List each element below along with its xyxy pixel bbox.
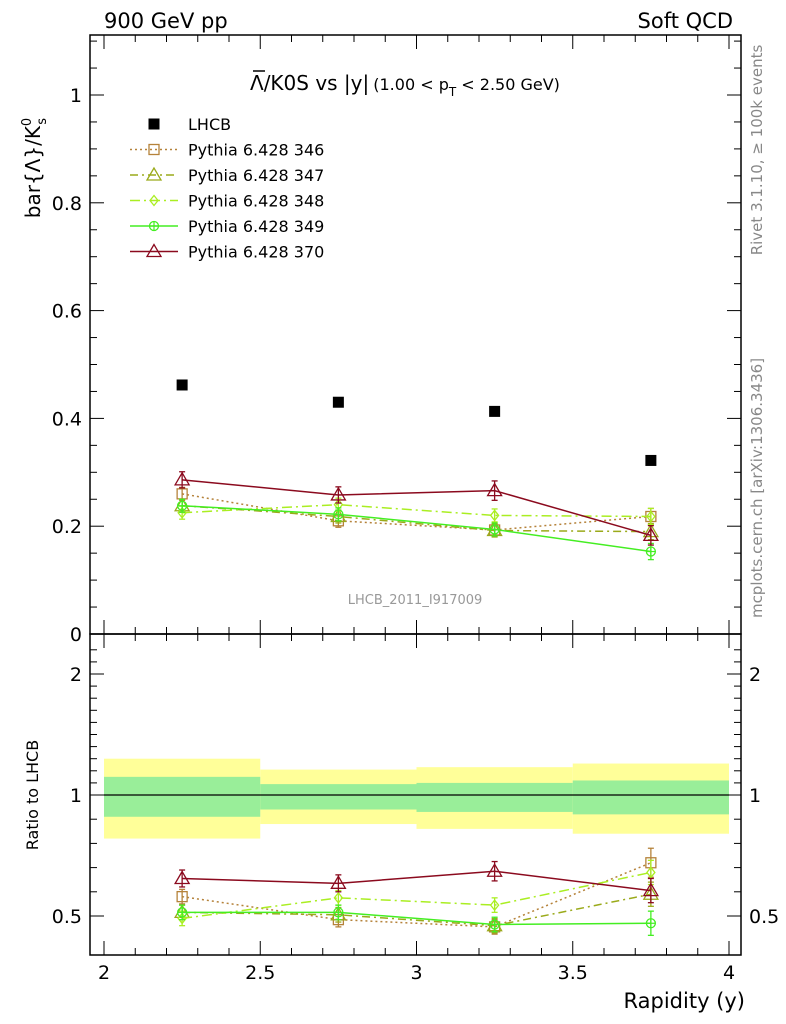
top-ytick-label: 0.2 [52, 516, 82, 538]
ratio-point-348 [489, 899, 500, 912]
header-right: Soft QCD [638, 9, 733, 33]
legend-marker-346 [148, 143, 160, 156]
ratio-band-inner [572, 780, 729, 815]
ratio-point-348 [333, 891, 344, 904]
top-ytick-label: 0.4 [52, 408, 82, 430]
ratio-band-inner [104, 776, 261, 817]
ratio-ytick-label: 1 [70, 785, 82, 807]
top-line-347 [182, 504, 651, 533]
legend-label-348: Pythia 6.428 348 [188, 192, 324, 211]
top-point-370 [173, 471, 191, 486]
legend-marker-349 [148, 220, 160, 232]
ratio-point-370 [642, 882, 660, 897]
data-point-lhcb [489, 405, 501, 417]
ratio-point-349 [176, 907, 188, 918]
top-point-349 [489, 524, 500, 535]
x-tick-label: 3.5 [558, 962, 588, 984]
legend-label-lhcb: LHCB [188, 115, 231, 134]
top-line-370 [182, 479, 652, 537]
ratio-ytick-label-right: 2 [749, 664, 761, 686]
legend-label-349: Pythia 6.428 349 [188, 217, 324, 236]
top-point-348 [646, 510, 656, 523]
top-ytick-label: 0 [70, 624, 82, 646]
top-point-370 [642, 527, 660, 542]
top-ytick-label: 0.6 [52, 301, 82, 323]
ratio-band-inner [416, 782, 573, 812]
top-point-347 [330, 508, 347, 523]
data-point-lhcb [645, 454, 657, 466]
ratio-point-349 [333, 907, 344, 918]
ratio-point-348 [646, 866, 656, 879]
svg-text:Λ/K0S vs |y|(1.00 < pT < 2.50: Λ/K0S vs |y| (1.00 < pT < 2.50 GeV) [250, 71, 560, 99]
title-sub-post: < 2.50 GeV) [456, 75, 560, 94]
ratio-line-370 [182, 870, 651, 892]
data-point-lhcb [332, 396, 344, 408]
top-panel: 0 0.2 0.4 0.6 0.8 1 [52, 34, 742, 646]
data-point-lhcb [176, 379, 188, 391]
ratio-ytick-label: 2 [70, 664, 82, 686]
ratio-point-349 [645, 918, 657, 929]
top-point-349 [645, 546, 657, 557]
x-tick-label: 2.5 [245, 962, 275, 984]
title-sub-T: T [448, 85, 457, 99]
top-point-349 [176, 500, 188, 511]
ratio-ytick-label: 0.5 [52, 906, 82, 928]
top-line-346 [181, 493, 651, 531]
top-point-348 [489, 509, 500, 522]
legend-label-346: Pythia 6.428 346 [188, 141, 324, 160]
title-lambda: Λ [250, 71, 264, 95]
ratio-ytick-label-right: 0.5 [749, 906, 779, 928]
ratio-band-inner [260, 784, 417, 810]
rivet-label: Rivet 3.1.10, ≥ 100k events [748, 45, 766, 256]
x-tick-label: 3 [410, 962, 422, 984]
top-line-349 [182, 504, 651, 553]
ratio-point-349 [489, 919, 500, 930]
top-point-349 [333, 509, 344, 520]
top-point-370 [330, 486, 347, 501]
legend-marker-lhcb [148, 118, 160, 130]
header-left: 900 GeV pp [104, 9, 228, 33]
ratio-line-349 [182, 911, 651, 926]
ratio-point-370 [486, 862, 503, 877]
legend: LHCB Pythia 6.428 346 Pythia 6.428 347 Pyth… [130, 115, 324, 262]
ratio-line-347 [182, 893, 652, 927]
ratio-point-346 [176, 890, 188, 903]
legend-label-370: Pythia 6.428 370 [188, 243, 324, 262]
top-point-370 [486, 482, 503, 497]
ratio-line-346 [182, 862, 652, 928]
y-axis-label-ratio: Ratio to LHCB [23, 740, 42, 850]
legend-marker-348 [149, 194, 159, 207]
legend-label-347: Pythia 6.428 347 [188, 166, 324, 185]
ratio-ytick-label-right: 1 [749, 785, 761, 807]
title-sub-pre: (1.00 < p [373, 75, 449, 94]
top-line-348 [182, 503, 651, 518]
x-axis-label: Rapidity (y) [624, 989, 745, 1013]
top-ytick-label: 0.8 [52, 193, 82, 215]
chart-title: Λ/K0S vs |y| (1.00 < pT < 2.50 GeV) [250, 70, 560, 99]
ratio-panel: 0.5 0.5 1 1 2 2 2 2.5 3 3.5 4 [52, 633, 779, 984]
legend-marker-370 [145, 243, 163, 258]
legend-marker-347 [145, 166, 163, 181]
ratio-point-370 [330, 875, 347, 889]
ratio-point-370 [173, 870, 191, 885]
top-ytick-label: 1 [70, 85, 82, 107]
y-axis-label-top: bar{Λ}/K0s [20, 118, 50, 218]
analysis-watermark: LHCB_2011_I917009 [348, 593, 483, 608]
mcplots-label: mcplots.cern.ch [arXiv:1306.3436] [748, 358, 766, 618]
title-main: /K0S vs |y| [264, 71, 370, 95]
x-tick-label: 4 [723, 962, 735, 984]
x-tick-label: 2 [98, 962, 110, 984]
ratio-line-348 [182, 871, 652, 920]
top-point-348 [177, 506, 187, 519]
